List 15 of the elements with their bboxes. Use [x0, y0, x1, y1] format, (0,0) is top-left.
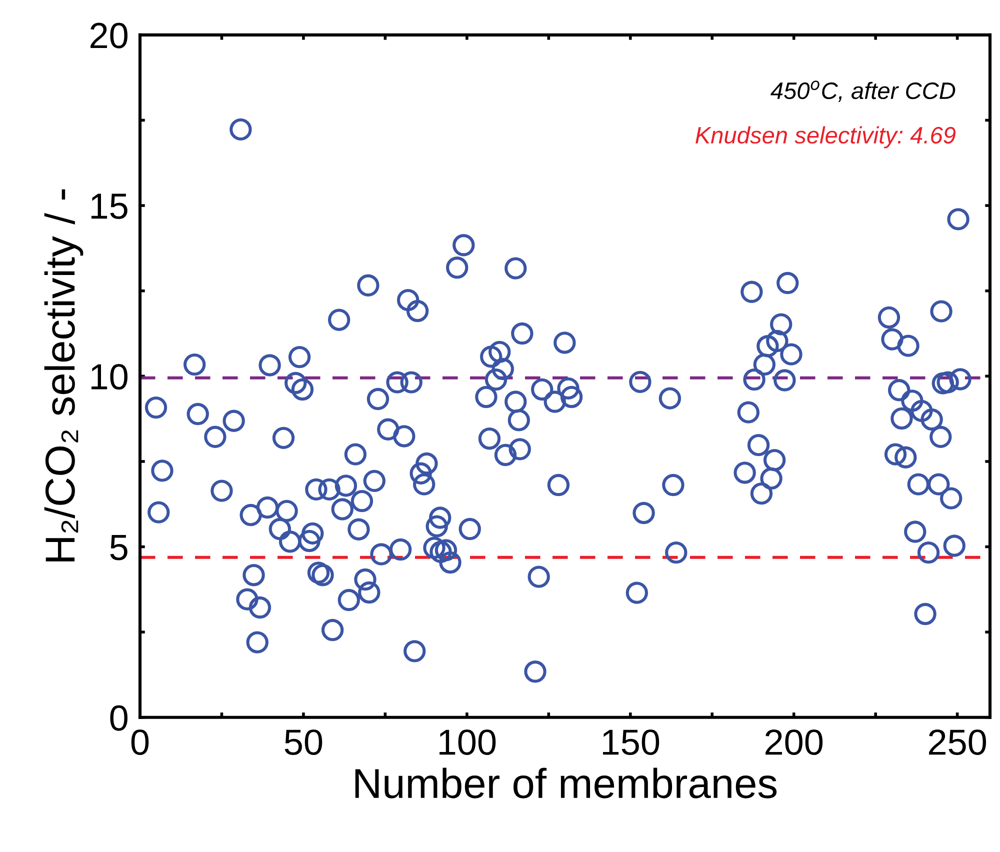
x-tick-label: 100 [440, 729, 496, 756]
y-tick-label: 0 [110, 705, 128, 731]
x-axis-title: Number of membranes [355, 768, 777, 798]
annotation: 450$^{o}$C, after CCD [770, 80, 956, 102]
x-tick-label: 250 [929, 729, 986, 756]
x-tick-label: 150 [603, 729, 660, 756]
y-tick-label: 20 [90, 22, 128, 48]
ref-line-label: Knudsen selectivity: 4.69 [696, 126, 956, 148]
x-tick-label: 0 [131, 729, 149, 756]
y-tick-label: 15 [91, 194, 128, 219]
y-tick-label: 10 [91, 364, 128, 390]
x-tick-label: 50 [284, 729, 322, 756]
y-axis-title: H₂/CO₂ selectivity / - [44, 189, 84, 562]
x-tick-label: 200 [766, 729, 823, 756]
y-tick-label: 5 [110, 535, 128, 560]
